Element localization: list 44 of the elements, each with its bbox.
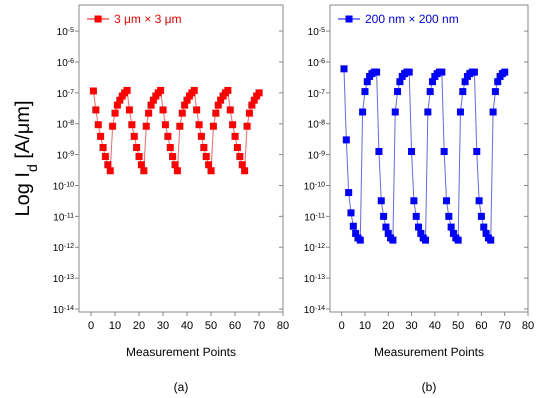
x-tick-label: 40	[180, 320, 194, 332]
x-tick-label: 70	[252, 320, 266, 332]
y-tick-label: 10$^{-13}$	[304, 274, 326, 286]
x-tick-label: 20	[382, 320, 394, 332]
y-tick-label: 10$^{-14}$	[52, 304, 74, 316]
y-tick-label: 10$^{-8}$	[56, 119, 74, 131]
x-tick-label: 80	[522, 320, 534, 332]
x-tick-label: 30	[405, 320, 418, 332]
x-tick-label: 10	[358, 320, 372, 332]
x-tick-label: 10	[108, 320, 122, 332]
legend-label: 3 μm × 3 μm	[114, 12, 182, 26]
y-tick-label: 10$^{-6}$	[308, 57, 326, 69]
y-tick-label: 10$^{-5}$	[56, 26, 74, 38]
y-tick-label: 10$^{-6}$	[56, 57, 74, 69]
y-tick-label: 10$^{-9}$	[56, 150, 74, 162]
x-tick-label: 80	[276, 320, 290, 332]
y-tick-label: 10$^{-7}$	[56, 88, 74, 100]
text: (a)	[174, 380, 188, 394]
y-tick-label: 10$^{-12}$	[52, 242, 74, 254]
x-tick-label: 50	[452, 320, 464, 332]
y-tick-label: 10$^{-11}$	[53, 212, 74, 224]
x-axis-title: Measurement Points	[374, 345, 484, 359]
y-tick-label: 10$^{-8}$	[308, 119, 326, 131]
text: (b)	[422, 380, 436, 394]
x-tick-label: 60	[475, 320, 488, 332]
y-tick-label: 10$^{-11}$	[304, 212, 326, 224]
y-tick-label: 10$^{-14}$	[304, 304, 326, 316]
x-tick-label: 70	[498, 320, 511, 332]
x-tick-label: 40	[428, 320, 441, 332]
legend-label: 200 nm × 200 nm	[365, 12, 459, 26]
y-tick-label: 10$^{-10}$	[52, 180, 74, 192]
y-tick-label: 10$^{-9}$	[308, 150, 326, 162]
x-tick-label: 30	[156, 320, 170, 332]
y-tick-label: 10$^{-7}$	[308, 88, 326, 100]
y-tick-label: 10$^{-10}$	[304, 180, 326, 192]
x-tick-label: 50	[204, 320, 218, 332]
y-tick-label: 10$^{-12}$	[304, 242, 326, 254]
x-tick-label: 0	[338, 320, 345, 332]
x-tick-label: 20	[132, 320, 146, 332]
x-tick-label: 0	[88, 320, 94, 332]
y-tick-label: 10$^{-5}$	[308, 26, 326, 38]
x-tick-label: 60	[228, 320, 242, 332]
y-tick-label: 10$^{-13}$	[52, 274, 74, 286]
x-axis-title: Measurement Points	[126, 345, 236, 359]
